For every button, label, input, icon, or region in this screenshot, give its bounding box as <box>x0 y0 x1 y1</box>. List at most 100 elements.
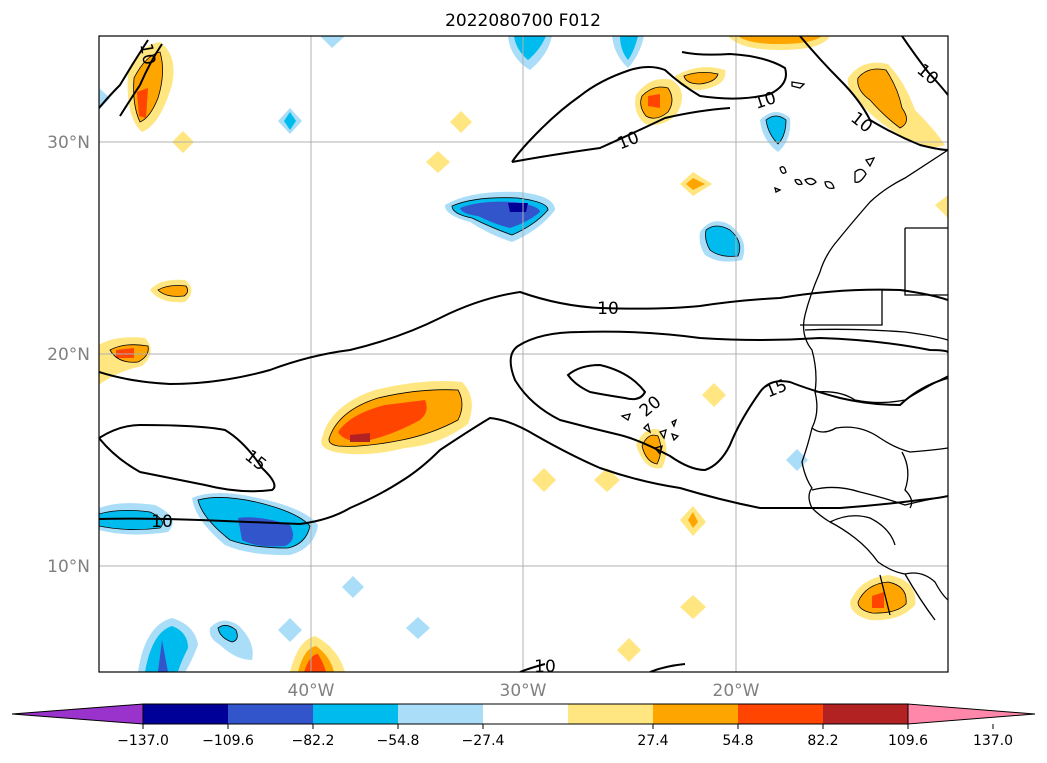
warm-anomaly-blob <box>688 512 698 528</box>
country-border <box>804 328 948 341</box>
colorbar-tick-labels: −137.0 −109.6 −82.2 −54.8 −27.4 27.4 54.8 82.2 1… <box>117 733 1013 749</box>
colorbar-segment <box>483 704 568 724</box>
colorbar-tick-label: −137.0 <box>117 733 169 749</box>
anomaly-fill-layer <box>99 36 948 672</box>
island <box>804 177 817 186</box>
warm-anomaly-blob <box>648 94 660 108</box>
warm-anomaly-blob <box>857 69 907 128</box>
contour-line <box>566 363 647 401</box>
island <box>779 166 787 174</box>
contour-line <box>799 36 948 151</box>
cold-anomaly-blob <box>284 112 296 130</box>
colorbar-segment <box>398 704 483 724</box>
island <box>774 186 782 193</box>
cold-anomaly-blob <box>620 36 638 60</box>
map-frame <box>98 35 949 673</box>
warm-anomaly-blob <box>426 151 450 173</box>
cold-anomaly-blob <box>406 617 430 639</box>
lon-label-40w: 40°W <box>288 681 335 701</box>
country-border <box>901 451 913 509</box>
colorbar-segment <box>653 704 738 724</box>
coastline-layer <box>620 81 948 621</box>
contour-line <box>99 423 276 493</box>
warm-anomaly-blob <box>450 111 472 133</box>
map-title: 2022080700 F012 <box>445 11 601 31</box>
island <box>854 168 867 183</box>
island <box>791 81 806 89</box>
colorbar-tick-label: −27.4 <box>462 733 505 749</box>
warm-anomaly-blob <box>935 195 948 218</box>
cold-anomaly-blob <box>705 226 740 257</box>
warm-anomaly-blob <box>532 468 556 492</box>
colorbar-segment <box>228 704 313 724</box>
colorbar-ticks <box>142 724 994 729</box>
colorbar-tick-label: −109.6 <box>202 733 254 749</box>
cold-anomaly-blob <box>508 203 528 212</box>
lat-label-20n: 20°N <box>47 345 90 365</box>
africa-coastline <box>801 427 948 601</box>
warm-anomaly-blob <box>617 638 641 662</box>
contour-line <box>509 330 948 472</box>
island <box>620 413 680 456</box>
colorbar-tick-label: 27.4 <box>637 733 668 749</box>
contour-label: 10 <box>534 657 556 677</box>
cold-anomaly-blob <box>766 116 786 144</box>
contour-line <box>99 288 948 386</box>
cold-anomaly-blob <box>278 618 302 642</box>
lon-label-20w: 20°W <box>713 681 760 701</box>
island <box>864 157 876 168</box>
africa-coastline <box>802 149 948 453</box>
colorbar-segment <box>738 704 823 724</box>
warm-anomaly-blob <box>304 654 326 672</box>
country-border <box>829 515 896 546</box>
contour-line <box>901 36 948 96</box>
contour-layer <box>99 36 948 672</box>
lat-label-10n: 10°N <box>47 557 90 577</box>
colorbar-tick-label: −54.8 <box>377 733 420 749</box>
colorbar-extend-high <box>907 703 1036 725</box>
country-border <box>879 573 936 621</box>
warm-anomaly-blob <box>158 285 188 297</box>
contour-line <box>119 43 163 117</box>
warm-anomaly-blob <box>872 592 884 608</box>
lon-label-30w: 30°W <box>500 681 547 701</box>
warm-anomaly-blob <box>686 178 705 190</box>
cold-anomaly-blob <box>218 625 238 642</box>
contour-line <box>99 416 948 526</box>
cold-anomaly-blob <box>145 626 188 672</box>
cold-anomaly-blob <box>99 510 163 530</box>
colorbar-segment <box>143 704 228 724</box>
warm-anomaly-blob <box>338 400 427 441</box>
colorbar-tick-label: 54.8 <box>722 733 753 749</box>
colorbar-segments <box>11 703 1036 725</box>
lat-label-30n: 30°N <box>47 133 90 153</box>
contour-label: 10 <box>135 42 158 67</box>
warm-anomaly-blob <box>702 383 726 407</box>
cold-anomaly-blob <box>238 517 294 547</box>
island <box>824 180 835 190</box>
warm-anomaly-blob <box>137 88 148 118</box>
contour-label: 10 <box>151 512 173 532</box>
warm-anomaly-blob <box>350 433 370 442</box>
anomaly-outline-layer <box>99 51 907 643</box>
graticule <box>99 36 948 672</box>
colorbar-segment <box>313 704 398 724</box>
colorbar-tick-label: 137.0 <box>973 733 1013 749</box>
cold-anomaly-blob <box>320 36 345 48</box>
colorbar-frame <box>142 703 909 725</box>
contour-line <box>649 663 686 672</box>
colorbar: −137.0 −109.6 −82.2 −54.8 −27.4 27.4 54.8 82.2 1… <box>11 703 1036 749</box>
colorbar-tick-label: 82.2 <box>807 733 838 749</box>
cold-anomaly-blob <box>342 576 364 598</box>
contour-line <box>519 663 546 672</box>
colorbar-tick-label: 109.6 <box>888 733 928 749</box>
contour-line <box>99 39 149 109</box>
warm-anomaly-blob <box>680 595 706 619</box>
warm-anomaly-blob <box>594 468 620 492</box>
warm-anomaly-blob <box>684 72 718 84</box>
colorbar-extend-low <box>11 703 144 725</box>
island <box>794 178 803 186</box>
contour-line <box>511 107 731 163</box>
colorbar-tick-label: −82.2 <box>292 733 335 749</box>
